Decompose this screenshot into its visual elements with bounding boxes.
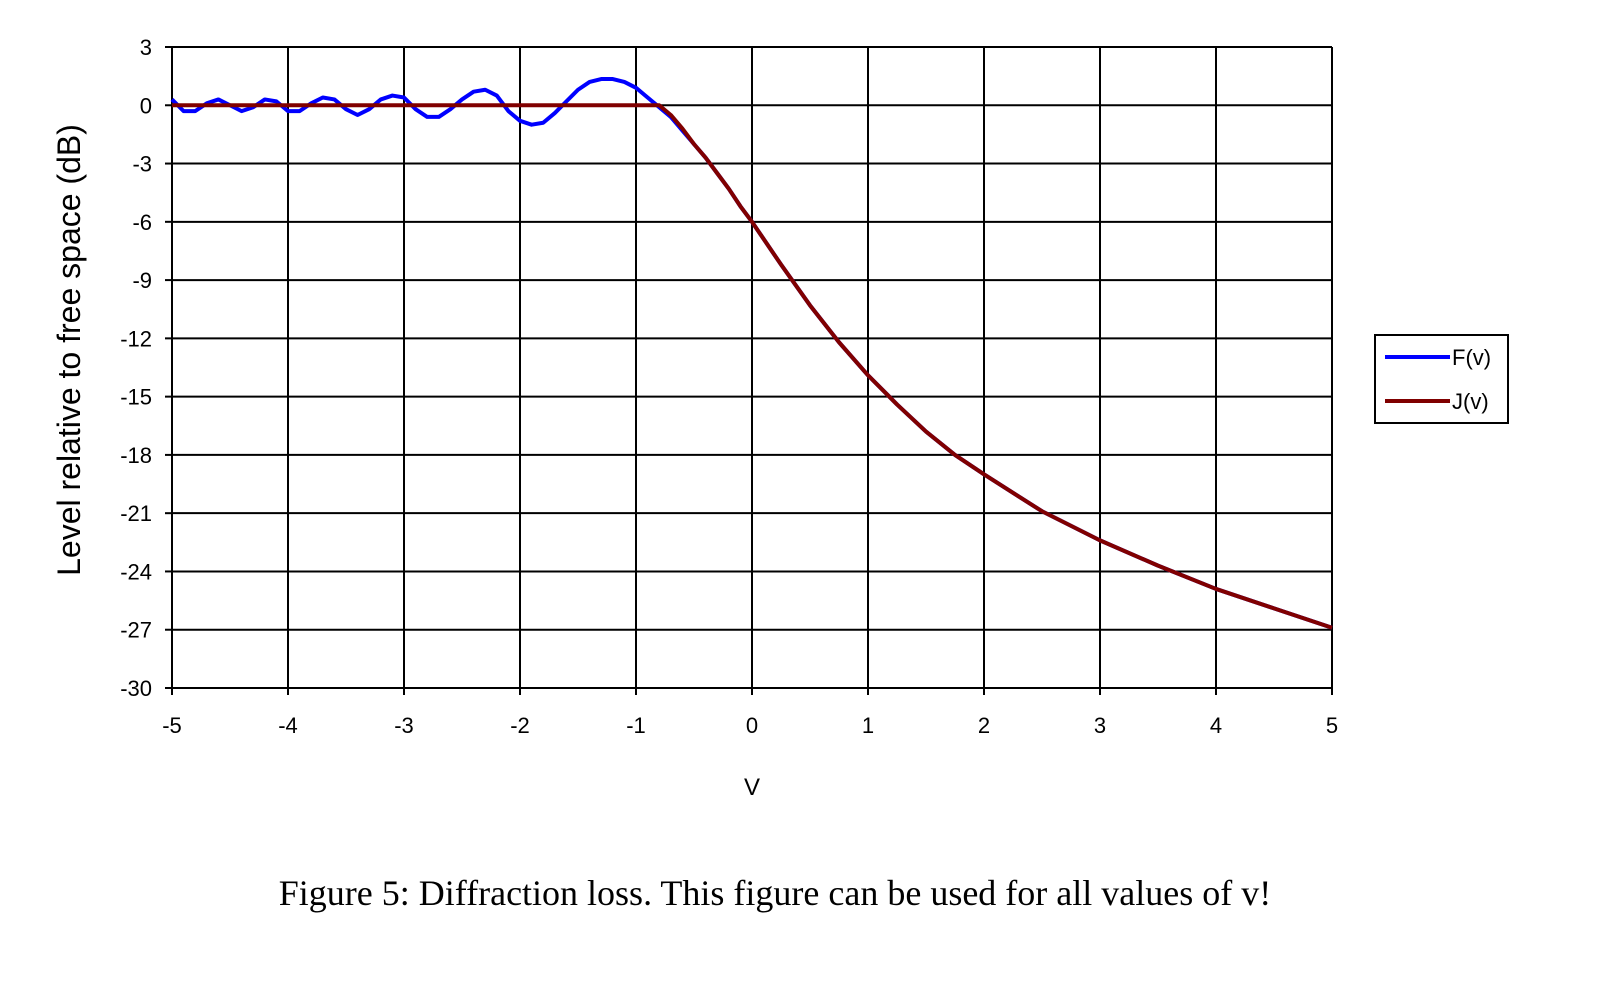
legend-box: [1374, 334, 1509, 424]
x-tick-label: 0: [746, 713, 758, 738]
x-tick-label: -5: [162, 713, 182, 738]
x-tick-label: 1: [862, 713, 874, 738]
x-axis-label: V: [744, 774, 760, 801]
y-tick-label: -27: [120, 618, 152, 643]
y-tick-label: -21: [120, 501, 152, 526]
y-tick-label: -18: [120, 443, 152, 468]
x-tick-label: 2: [978, 713, 990, 738]
legend-label: J(v): [1452, 389, 1489, 414]
x-tick-label: -2: [510, 713, 530, 738]
caption: Figure 5: Diffraction loss. This figure …: [279, 873, 1271, 913]
x-tick-label: 3: [1094, 713, 1106, 738]
x-tick-label: -3: [394, 713, 414, 738]
y-axis-label: Level relative to free space (dB): [51, 124, 87, 576]
y-tick-label: -24: [120, 559, 152, 584]
y-tick-label: -15: [120, 385, 152, 410]
series-line: [172, 103, 1333, 630]
x-tick-label: -1: [626, 713, 646, 738]
y-tick-label: -9: [132, 268, 152, 293]
y-tick-label: -6: [132, 210, 152, 235]
y-tick-label: -12: [120, 326, 152, 351]
y-tick-label: -30: [120, 676, 152, 701]
x-tick-label: 4: [1210, 713, 1222, 738]
y-tick-label: 3: [140, 35, 152, 60]
y-tick-label: -3: [132, 152, 152, 177]
x-tick-label: -4: [278, 713, 298, 738]
legend-label: F(v): [1452, 345, 1491, 370]
y-tick-label: 0: [140, 93, 152, 118]
x-tick-label: 5: [1326, 713, 1338, 738]
